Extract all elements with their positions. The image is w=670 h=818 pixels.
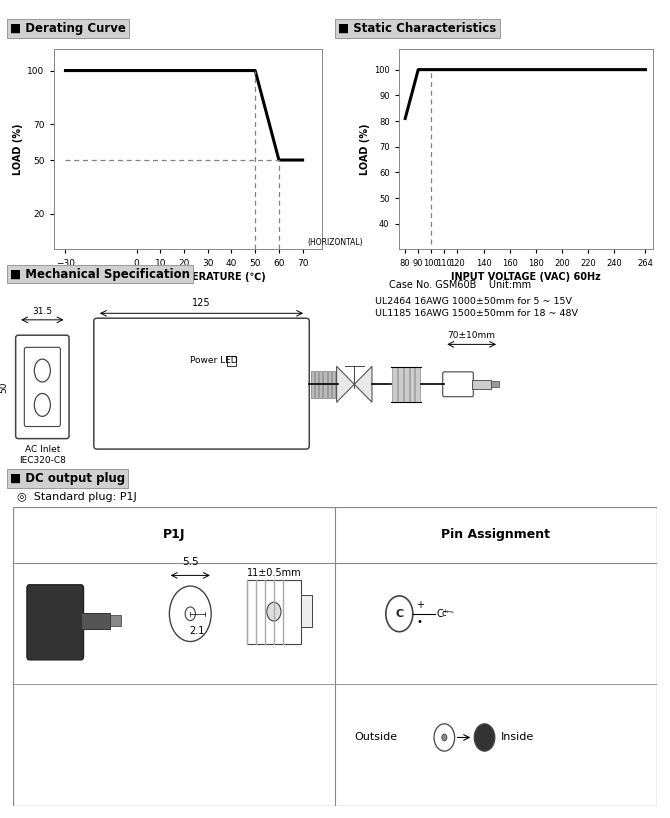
Text: 125: 125 [192,299,211,308]
Bar [324,371,327,398]
Bar [319,371,322,398]
Text: Inside: Inside [500,732,534,743]
Text: IEC320-C8: IEC320-C8 [19,456,66,465]
Circle shape [170,586,211,641]
Text: ■ Static Characteristics: ■ Static Characteristics [338,22,496,35]
Text: ■ Derating Curve: ■ Derating Curve [10,22,126,35]
Text: ■ DC output plug: ■ DC output plug [10,472,125,485]
Text: +: + [416,600,424,610]
Text: 50: 50 [0,381,8,393]
Text: c⁺⁻: c⁺⁻ [441,609,455,618]
Polygon shape [354,366,372,402]
Text: 11±0.5mm: 11±0.5mm [247,568,302,578]
Bar [409,367,415,402]
X-axis label: INPUT VOLTAGE (VAC) 60Hz: INPUT VOLTAGE (VAC) 60Hz [451,272,601,281]
Bar [336,371,339,398]
Text: C⁺⁻: C⁺⁻ [436,609,454,618]
Circle shape [434,724,455,751]
Bar [311,371,314,398]
Bar [328,371,331,398]
Text: Case No. GSM60B    Unit:mm: Case No. GSM60B Unit:mm [389,281,531,290]
Text: 2.1: 2.1 [190,626,205,636]
Text: 31.5: 31.5 [32,307,52,316]
Bar [227,356,237,366]
FancyBboxPatch shape [15,335,69,438]
Polygon shape [336,366,354,402]
Ellipse shape [34,393,50,416]
X-axis label: AMBIENT TEMPERATURE (℃): AMBIENT TEMPERATURE (℃) [109,272,266,281]
Text: P1J: P1J [163,528,186,542]
Text: C: C [395,609,403,618]
Text: 70±10mm: 70±10mm [448,331,496,340]
Bar [491,381,499,387]
Text: Pin Assignment: Pin Assignment [442,528,550,542]
FancyBboxPatch shape [24,348,60,426]
Text: Power LED: Power LED [190,356,238,366]
Text: UL1185 16AWG 1500±50mm for 18 ~ 48V: UL1185 16AWG 1500±50mm for 18 ~ 48V [375,308,578,318]
Y-axis label: LOAD (%): LOAD (%) [360,124,370,175]
Text: ■ Mechanical Specification: ■ Mechanical Specification [10,267,190,281]
FancyBboxPatch shape [247,580,302,644]
Text: 5.5: 5.5 [182,557,198,567]
Text: -: - [425,609,429,618]
Bar [81,613,110,629]
Bar [332,371,335,398]
FancyBboxPatch shape [443,372,473,397]
FancyBboxPatch shape [94,318,310,449]
Bar [392,367,397,402]
Text: UL2464 16AWG 1000±50mm for 5 ~ 15V: UL2464 16AWG 1000±50mm for 5 ~ 15V [375,296,572,306]
Bar [302,595,312,627]
Text: AC Inlet: AC Inlet [25,444,60,454]
Text: ◎  Standard plug: P1J: ◎ Standard plug: P1J [17,492,137,501]
Circle shape [185,607,196,621]
Circle shape [474,724,495,751]
Bar [315,371,318,398]
Circle shape [386,596,413,631]
Bar [110,615,121,626]
Text: (HORIZONTAL): (HORIZONTAL) [308,238,363,247]
Bar [398,367,403,402]
Circle shape [267,602,281,621]
Bar [404,367,409,402]
Bar [415,367,420,402]
Y-axis label: LOAD (%): LOAD (%) [13,124,23,175]
Bar [472,380,491,389]
Circle shape [442,734,447,741]
Text: •: • [416,618,422,627]
FancyBboxPatch shape [27,585,84,660]
Text: Outside: Outside [354,732,397,743]
Ellipse shape [34,359,50,382]
